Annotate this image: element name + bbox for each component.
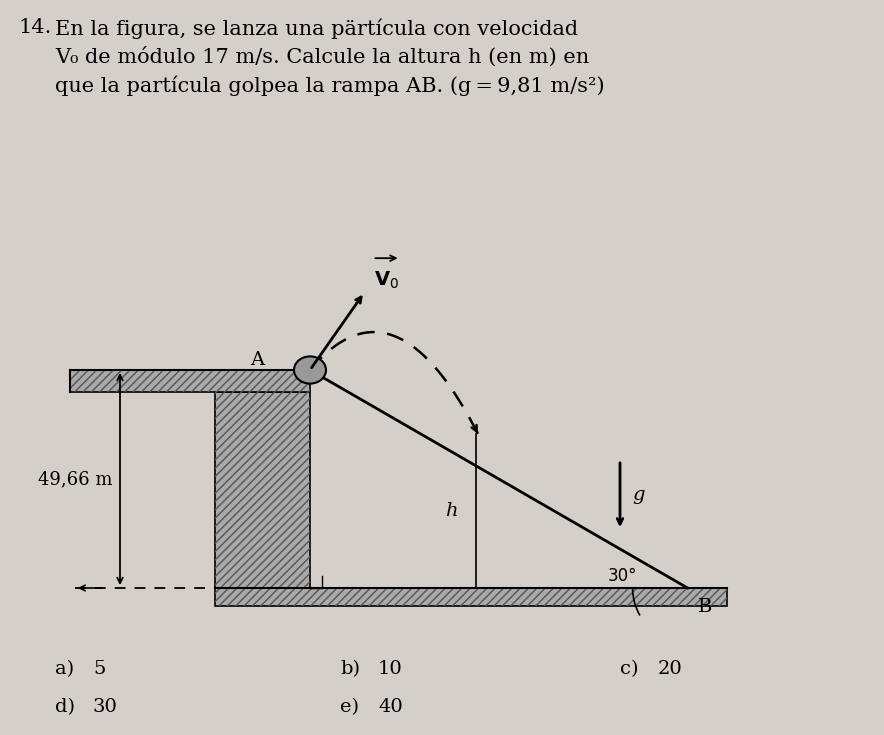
Text: 40: 40 [378,698,403,716]
Bar [70,370,310,392]
Text: e): e) [340,698,359,716]
Text: 30°: 30° [607,567,637,585]
Ellipse shape [294,356,326,384]
Text: 5: 5 [93,660,105,678]
Text: d): d) [55,698,75,716]
Text: $\mathbf{V}_0$: $\mathbf{V}_0$ [375,270,400,292]
Text: a): a) [55,660,74,678]
Text: c): c) [620,660,638,678]
Bar [70,370,310,392]
Text: b): b) [340,660,360,678]
Text: 10: 10 [378,660,403,678]
Text: 14.: 14. [18,18,51,37]
Text: 20: 20 [658,660,682,678]
Bar [215,588,727,606]
Text: A: A [250,351,264,369]
Text: B: B [697,598,712,616]
Text: 30: 30 [93,698,118,716]
Bar [215,392,310,588]
Text: En la figura, se lanza una pärtícula con velocidad
V₀ de módulo 17 m/s. Calcule : En la figura, se lanza una pärtícula con… [55,18,605,96]
Bar [215,392,310,588]
Bar [215,588,727,606]
Text: h: h [446,502,458,520]
Text: g: g [632,486,644,504]
Text: 49,66 m: 49,66 m [37,470,112,488]
